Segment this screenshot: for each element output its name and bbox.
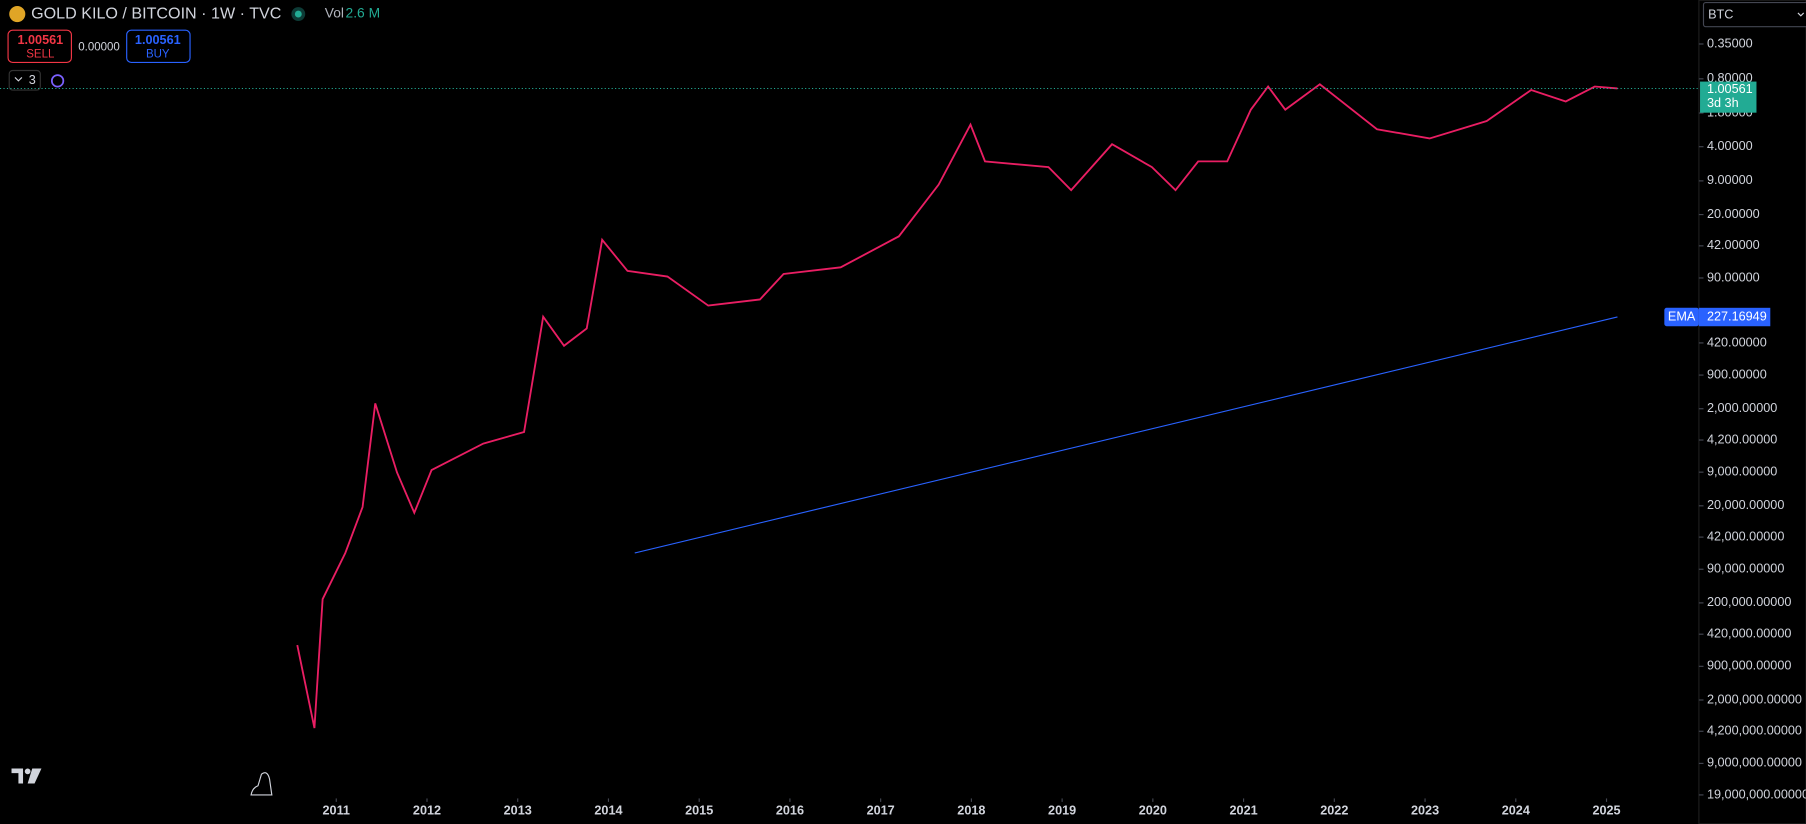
y-tick-label: 420,000.00000 — [1707, 627, 1791, 641]
sell-label[interactable]: SELL — [26, 48, 55, 60]
vol-value: 2.6 M — [346, 5, 381, 21]
vol-label: Vol — [325, 5, 344, 21]
x-tick-label: 2025 — [1592, 803, 1620, 817]
indicator-count[interactable]: 3 — [29, 73, 36, 87]
y-tick-label: 2,000,000.00000 — [1707, 692, 1802, 706]
status-dot — [294, 10, 302, 18]
ema-line — [634, 316, 1618, 554]
buy-box[interactable] — [126, 29, 191, 64]
y-tick-label: 9,000.00000 — [1707, 464, 1777, 478]
y-tick-label: 20,000.00000 — [1707, 498, 1784, 512]
sell-box[interactable] — [7, 29, 72, 64]
sell-price[interactable]: 1.00561 — [17, 33, 63, 47]
y-tick-label: 420.00000 — [1707, 335, 1767, 349]
x-tick-label: 2024 — [1502, 803, 1530, 817]
y-tick-label: 4,200.00000 — [1707, 432, 1777, 446]
tv-logo — [11, 768, 42, 784]
x-tick-label: 2014 — [594, 803, 622, 817]
ema-value-label: 227.16949 — [1707, 309, 1767, 323]
currency-label[interactable]: BTC — [1708, 8, 1733, 22]
ema-badge — [1698, 307, 1771, 327]
y-tick-label: 4.00000 — [1707, 139, 1753, 153]
chevron — [14, 76, 23, 82]
currency-select[interactable] — [1702, 1, 1806, 28]
x-tick-label: 2012 — [413, 803, 441, 817]
logo-part — [11, 768, 24, 784]
symbol-icon — [9, 5, 26, 23]
y-tick-label: 900,000.00000 — [1707, 659, 1791, 673]
logo-part — [27, 768, 42, 784]
x-tick-label: 2013 — [504, 803, 532, 817]
y-tick-label: 9.00000 — [1707, 173, 1753, 187]
spread: 0.00000 — [78, 42, 120, 54]
last-price-badge — [1700, 81, 1757, 113]
price-axis-panel — [1698, 0, 1806, 824]
y-tick-label: 2,000.00000 — [1707, 401, 1777, 415]
price-line — [296, 83, 1618, 729]
x-tick-label: 2020 — [1139, 803, 1167, 817]
buy-button[interactable]: 1.00561 BUY — [126, 29, 191, 64]
logo-part — [24, 768, 31, 775]
sync-icon[interactable] — [50, 74, 65, 88]
last-price-label: 1.00561 — [1707, 82, 1753, 96]
x-tick-label: 2017 — [867, 803, 895, 817]
y-tick-label: 90.00000 — [1707, 270, 1760, 284]
buy-price[interactable]: 1.00561 — [135, 33, 181, 47]
y-tick-label: 42,000.00000 — [1707, 529, 1784, 543]
x-tick-label: 2018 — [957, 803, 985, 817]
x-tick-label: 2015 — [685, 803, 713, 817]
y-tick-label: 19,000,000.00000 — [1707, 787, 1806, 801]
x-tick-label: 2023 — [1411, 803, 1439, 817]
y-tick-label: 42.00000 — [1707, 238, 1760, 252]
x-tick-label: 2021 — [1230, 803, 1258, 817]
y-tick-label: 4,200,000.00000 — [1707, 724, 1802, 738]
indicator-toggle[interactable] — [8, 69, 41, 91]
buy-label[interactable]: BUY — [146, 48, 170, 60]
y-tick-label: 9,000,000.00000 — [1707, 756, 1802, 770]
symbol-title: GOLD KILO / BITCOIN · 1W · TVC — [31, 4, 282, 22]
y-tick-label: 900.00000 — [1707, 367, 1767, 381]
ema-tag — [1664, 307, 1699, 327]
y-tick-label: 20.00000 — [1707, 207, 1760, 221]
ema-tag-label: EMA — [1668, 309, 1696, 323]
countdown-label: 3d 3h — [1707, 96, 1739, 110]
y-tick-label: 90,000.00000 — [1707, 562, 1784, 576]
x-tick-label: 2011 — [323, 803, 350, 817]
x-tick-label: 2019 — [1048, 803, 1076, 817]
x-tick-label: 2022 — [1320, 803, 1348, 817]
select-arrow — [1797, 12, 1805, 17]
sell-button[interactable]: 1.00561 SELL — [7, 29, 72, 64]
replay-icon[interactable] — [250, 772, 273, 796]
y-tick-label: 200,000.00000 — [1707, 595, 1791, 609]
x-tick-label: 2016 — [776, 803, 804, 817]
y-tick-label: 0.35000 — [1707, 36, 1753, 50]
